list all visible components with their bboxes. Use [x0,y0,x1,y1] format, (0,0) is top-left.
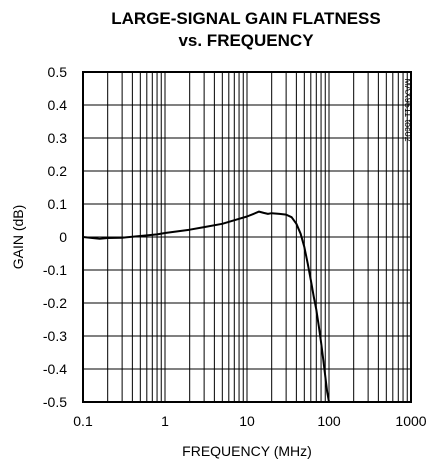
chart-subtitle: vs. FREQUENCY [178,31,314,50]
y-tick-label: -0.1 [43,262,67,278]
y-tick-label: 0.3 [48,130,68,146]
x-tick-label: 10 [239,413,255,429]
figure-code: MAX9511 toc02 [403,78,413,141]
chart-title: LARGE-SIGNAL GAIN FLATNESS [111,9,381,28]
x-axis-label: FREQUENCY (MHz) [182,443,312,459]
y-tick-label: -0.3 [43,328,67,344]
series-layer [82,210,330,403]
grid [83,72,411,402]
y-tick-label: 0.2 [48,163,68,179]
y-tick-labels: 0.5 0.4 0.3 0.2 0.1 0 -0.1 -0.2 -0.3 -0.4 -0.5 [43,64,67,410]
x-tick-labels: 0.1 1 10 100 1000 [73,413,427,429]
y-tick-label: 0.5 [48,64,68,80]
series-line-1 [82,210,330,403]
y-tick-label: 0.1 [48,196,68,212]
y-tick-label: -0.4 [43,361,67,377]
y-tick-label: 0 [59,229,67,245]
y-tick-label: -0.5 [43,394,67,410]
y-axis-label: GAIN (dB) [10,205,26,270]
y-tick-label: -0.2 [43,295,67,311]
plot-frame [82,71,412,403]
y-tick-label: 0.4 [48,97,68,113]
x-tick-label: 100 [317,413,341,429]
x-tick-label: 0.1 [73,413,93,429]
x-tick-label: 1 [161,413,169,429]
x-tick-label: 1000 [395,413,426,429]
